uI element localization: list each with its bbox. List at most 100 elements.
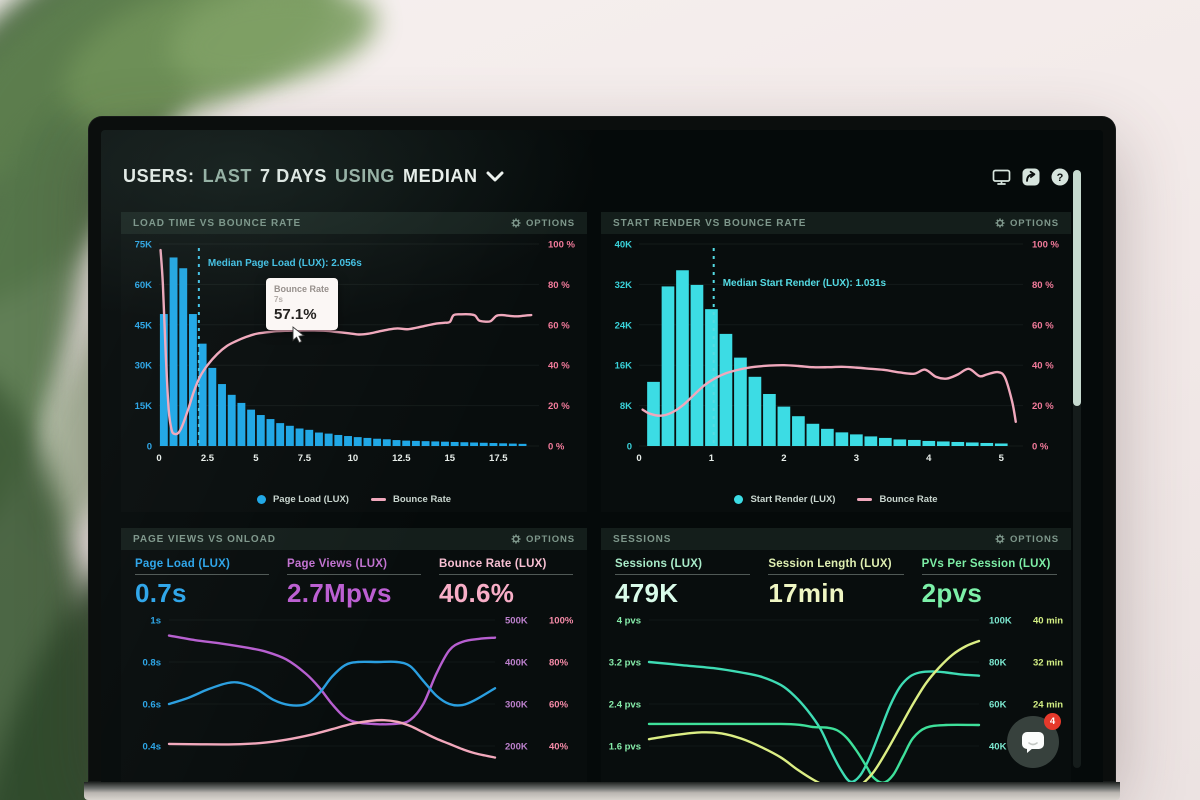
y-axis-left-tick: 16K (615, 361, 633, 372)
histogram-bar (777, 406, 791, 446)
y-axis-right-tick: 60% (549, 700, 569, 711)
histogram-bar (518, 443, 527, 446)
help-icon[interactable]: ? (1051, 168, 1069, 186)
histogram-bar (489, 443, 498, 446)
y-axis-left-tick: 0 (627, 442, 632, 453)
options-button[interactable]: OPTIONS (995, 218, 1059, 229)
histogram-bar (392, 440, 401, 446)
header-range-value: 7 DAYS (260, 166, 328, 186)
histogram-bar (980, 442, 994, 446)
histogram-bars[interactable] (647, 270, 1008, 446)
histogram-bar (382, 439, 391, 446)
series-line-bounce-rate-lux- (167, 718, 497, 759)
y-axis-right-tick: 100% (549, 616, 574, 627)
options-button[interactable]: OPTIONS (995, 534, 1059, 545)
histogram-bar (690, 284, 704, 446)
median-label: Median Start Render (LUX): 1.031s (723, 278, 887, 289)
y-axis-left-tick: 75K (135, 240, 153, 251)
histogram-bar (402, 440, 411, 446)
legend-item-line[interactable]: Bounce Rate (370, 494, 451, 505)
date-range-dropdown[interactable]: USERS: LAST 7 DAYS USING MEDIAN (123, 166, 504, 187)
series-line-pvs-per-session-lux- (647, 722, 981, 782)
options-button[interactable]: OPTIONS (511, 218, 575, 229)
chevron-down-icon (486, 171, 504, 182)
histogram-bar (208, 367, 217, 446)
scrollbar-track[interactable] (1073, 170, 1081, 768)
histogram-bar (305, 429, 314, 446)
y-axis-left-tick: 1.6 pvs (609, 742, 641, 753)
legend-item-line[interactable]: Bounce Rate (857, 494, 938, 505)
y-axis-left-tick: 0 (147, 442, 152, 453)
metric-value: 479K (615, 578, 679, 608)
bounce-rate-line (641, 363, 1017, 423)
histogram-bar (295, 428, 304, 446)
page-views-line-chart[interactable]: 1s 500K 100% 0.8s 400K 80% 0.6s 300K 60% 0.4s 200K… (121, 608, 587, 782)
histogram-bar (922, 440, 936, 446)
histogram-bar (748, 376, 762, 446)
y-axis-right-tick: 60 % (548, 320, 570, 331)
y-axis-left-tick: 15K (135, 401, 153, 412)
histogram-bar (179, 268, 188, 446)
display-icon[interactable] (992, 168, 1011, 186)
y-axis-left-tick: 0.6s (143, 700, 162, 711)
metric-bounce-rate: Bounce Rate (LUX) 40.6% (439, 558, 573, 608)
x-axis-tick: 2 (781, 453, 786, 464)
share-icon[interactable] (1022, 168, 1040, 186)
panel-title: LOAD TIME VS BOUNCE RATE (133, 217, 302, 229)
y-axis-left-tick: 45K (135, 320, 153, 331)
histogram-bar (411, 440, 420, 446)
series-line-sessions-lux- (647, 660, 981, 782)
tooltip-value: 57.1% (274, 306, 317, 323)
legend-item-bars[interactable]: Start Render (LUX) (734, 494, 835, 505)
y-axis-left-tick: 30K (135, 361, 153, 372)
legend-item-bars[interactable]: Page Load (LUX) (256, 494, 349, 505)
y-axis-left-tick: 0.8s (143, 658, 162, 669)
legend-dot (734, 494, 744, 504)
cursor-icon (292, 326, 305, 344)
x-axis-tick: 4 (926, 453, 932, 464)
histogram-bar (850, 434, 863, 446)
histogram-bar (324, 433, 333, 446)
sessions-line-chart[interactable]: 4 pvs 100K 40 min 3.2 pvs 80K 32 min 2.4 pvs 60… (601, 608, 1071, 782)
histogram-bar (821, 428, 834, 446)
tooltip-title: Bounce Rate (274, 284, 330, 294)
histogram-bar (893, 439, 907, 446)
histogram-bar (994, 443, 1008, 446)
y-axis-right-tick: 80 % (1032, 280, 1054, 291)
gear-icon (511, 534, 521, 544)
y-axis-right-tick: 20 % (1032, 401, 1054, 412)
y-axis-left-tick: 32K (615, 280, 633, 291)
y-axis-left-tick: 3.2 pvs (609, 658, 641, 669)
histogram-bar (763, 393, 776, 446)
histogram-bar (508, 443, 517, 446)
chat-widget-button[interactable]: 4 (1007, 713, 1061, 768)
laptop: USERS: LAST 7 DAYS USING MEDIAN (88, 116, 1116, 782)
histogram-bar (907, 439, 921, 446)
load-time-histogram-chart[interactable]: 75K 100 % 60K 80 % 45K 60 % 30K 40 % 15K 20 % 0 0 %… (121, 234, 587, 486)
histogram-bar (705, 309, 718, 446)
series-line-session-length-lux- (647, 639, 981, 782)
histogram-bar (421, 441, 430, 446)
gear-icon (511, 218, 521, 228)
x-axis-tick: 1 (709, 453, 715, 464)
histogram-bar (878, 437, 892, 446)
x-axis-tick: 5 (253, 453, 259, 464)
y-axis-right-tick: 200K (505, 742, 528, 753)
laptop-base (84, 782, 1120, 800)
histogram-bar (247, 409, 256, 446)
histogram-bars[interactable] (159, 257, 527, 446)
chart-tooltip: Bounce Rate 7s 57.1% (266, 278, 338, 330)
histogram-bar (334, 434, 343, 446)
metric-session-length: Session Length (LUX) 17min (768, 558, 904, 608)
y-axis-left-tick: 8K (620, 401, 632, 412)
histogram-bar (276, 423, 285, 446)
start-render-histogram-chart[interactable]: 40K 100 % 32K 80 % 24K 60 % 16K 40 % 8K 20 % 0 0 % 0… (601, 234, 1071, 486)
metric-pvs-per-session: PVs Per Session (LUX) 2pvs (921, 558, 1057, 608)
histogram-bar (965, 442, 979, 446)
histogram-bar (353, 437, 362, 446)
metric-value: 40.6% (439, 578, 515, 608)
scrollbar-thumb[interactable] (1073, 170, 1081, 406)
metric-label: Bounce Rate (LUX) (439, 558, 547, 570)
options-button[interactable]: OPTIONS (511, 534, 575, 545)
chart-legend: Page Load (LUX) Bounce Rate (121, 486, 587, 512)
